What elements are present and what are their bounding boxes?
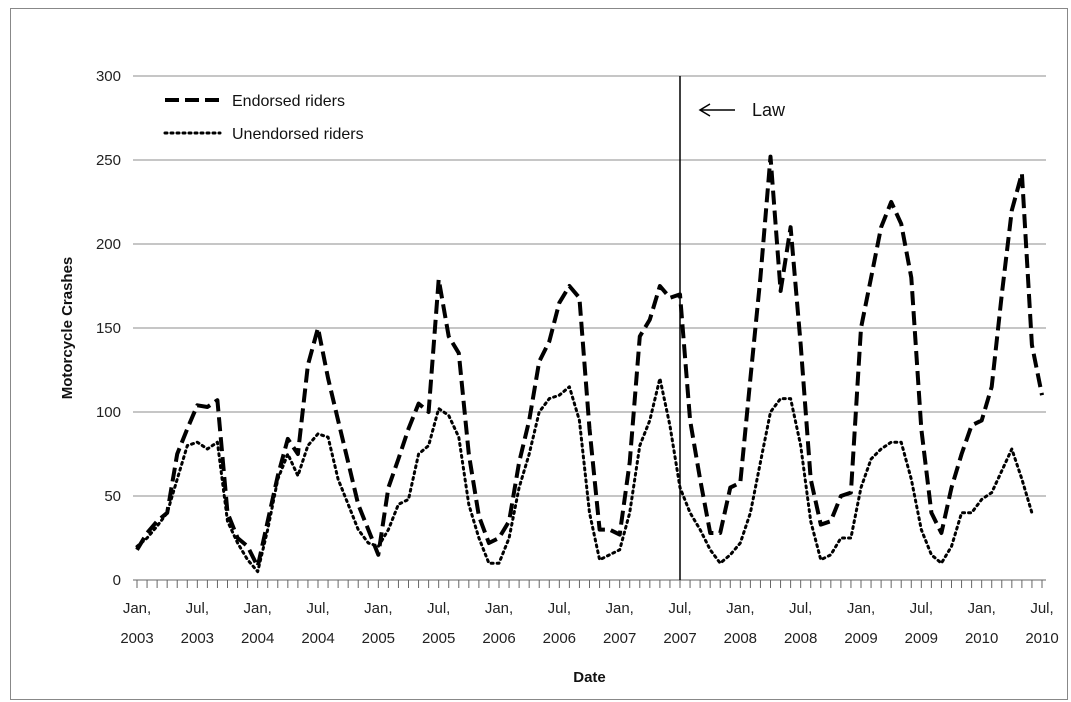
y-axis-title: Motorcycle Crashes [59,257,76,400]
x-tick-label: 2006 [543,630,576,647]
x-tick-label: Jan, [123,600,151,617]
law-arrow-head [698,103,711,117]
law-annotation-label: Law [752,100,786,120]
x-tick-label: Jul, [789,600,812,617]
y-tick-label: 300 [96,68,121,85]
x-tick-label: 2004 [241,630,274,647]
legend-label: Unendorsed riders [232,126,364,143]
x-tick-label: Jul, [910,600,933,617]
x-tick-label: 2009 [844,630,877,647]
x-tick-label: 2005 [422,630,455,647]
y-tick-label: 250 [96,152,121,169]
x-tick-label: 2003 [181,630,214,647]
x-tick-label: Jan, [243,600,271,617]
x-tick-label: 2003 [120,630,153,647]
x-tick-label: 2010 [965,630,998,647]
x-tick-label: Jan, [726,600,754,617]
x-tick-label: 2004 [301,630,334,647]
y-tick-label: 150 [96,320,121,337]
x-tick-label: 2009 [905,630,938,647]
y-tick-label: 100 [96,404,121,421]
x-tick-label: Jul, [186,600,209,617]
x-tick-label: Jan, [485,600,513,617]
x-tick-label: Jul, [548,600,571,617]
x-tick-label: 2007 [603,630,636,647]
x-tick-label: Jan, [847,600,875,617]
y-tick-label: 50 [104,488,121,505]
x-tick-label: Jan, [605,600,633,617]
x-tick-label: Jul, [668,600,691,617]
y-tick-label: 0 [113,572,121,589]
x-axis-title: Date [573,669,606,686]
legend-label: Endorsed riders [232,93,345,110]
x-tick-label: Jul, [306,600,329,617]
x-tick-label: 2008 [724,630,757,647]
series-line-dashed [135,154,1044,569]
x-tick-label: Jan, [364,600,392,617]
x-tick-label: Jan, [967,600,995,617]
x-tick-label: Jul, [1030,600,1053,617]
x-tick-label: 2006 [482,630,515,647]
y-tick-label: 200 [96,236,121,253]
x-tick-label: 2007 [663,630,696,647]
x-tick-label: 2010 [1025,630,1058,647]
x-tick-label: Jul, [427,600,450,617]
series-line-dotted [135,376,1034,574]
x-tick-label: 2005 [362,630,395,647]
x-tick-label: 2008 [784,630,817,647]
